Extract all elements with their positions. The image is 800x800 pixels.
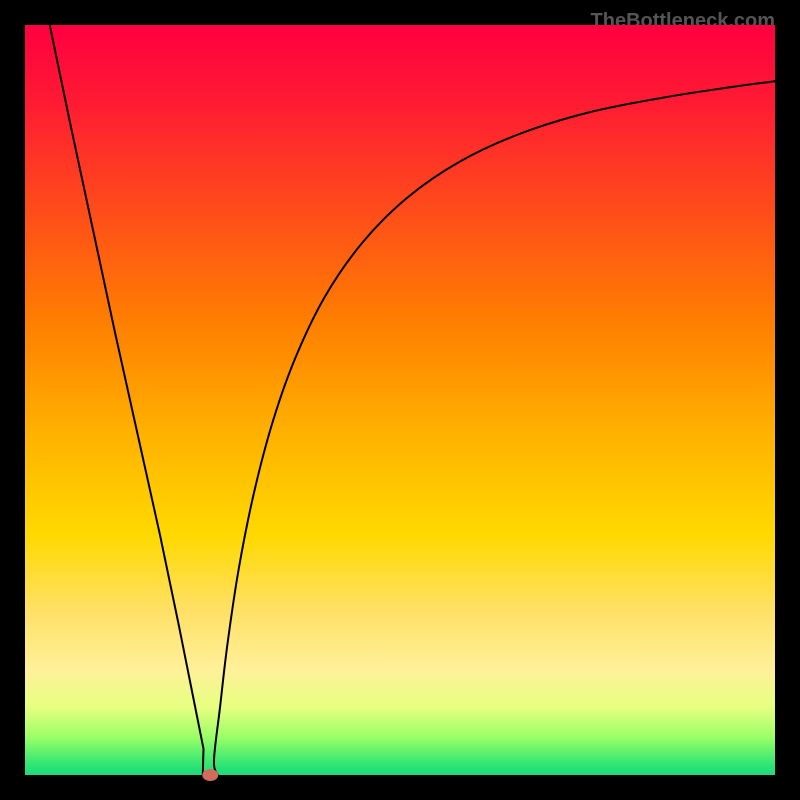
chart-svg xyxy=(0,0,800,800)
minimum-marker xyxy=(202,769,218,781)
gradient-background xyxy=(25,25,775,775)
